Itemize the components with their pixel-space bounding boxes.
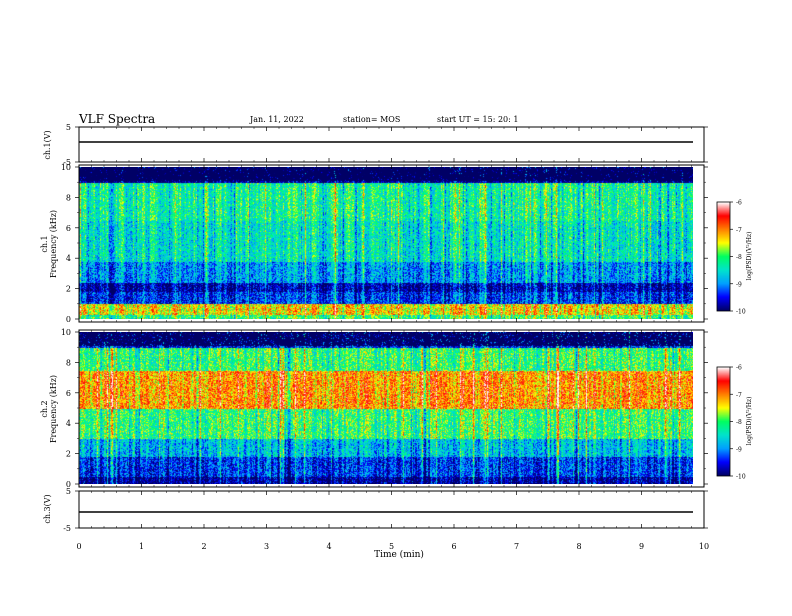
ch1-spectrogram-ylabel: Frequency (kHz): [49, 210, 58, 278]
ch2-spectrogram-colorbar-tick-label: -10: [736, 474, 746, 481]
ch1-waveform-ytick-label: -5: [63, 158, 71, 167]
x-tick-label: 9: [639, 542, 644, 551]
ch1-spectrogram-ytick-label: 0: [66, 315, 71, 324]
ch3-waveform-ylabel: ch.3(V): [43, 494, 52, 523]
ch2-spectrogram-ytick-label: 6: [66, 389, 71, 398]
ch3-waveform-frame: [78, 490, 705, 529]
ch3-waveform-ytick-label: 5: [66, 487, 71, 496]
ch1-colorbar-label: log(PSD)(V²/Hz): [746, 232, 753, 281]
ch2-spectrogram-ytick-label: 8: [66, 358, 71, 367]
ch1-spectrogram-image: [79, 167, 693, 319]
ch1-waveform-ytick-label: 5: [66, 123, 71, 132]
figure-date: Jan. 11, 2022: [249, 115, 304, 124]
ch1-colorbar: [717, 202, 730, 311]
ch2-spectrogram-ytick-label: 2: [66, 450, 71, 459]
ch2-spectrogram-ytick-label: 4: [66, 419, 71, 428]
x-tick-label: 4: [326, 542, 331, 551]
ch1-spectrogram-colorbar-tick-label: -6: [736, 200, 742, 207]
x-tick-label: 6: [451, 542, 456, 551]
ch2-spectrogram-ylabel: Frequency (kHz): [49, 375, 58, 443]
ch1-spectrogram-colorbar-tick-label: -10: [736, 309, 746, 316]
axis-ticks-layer: 5-50246810-6-7-8-9-100246810-6-7-8-9-105…: [61, 123, 746, 551]
figure-start-time: start UT = 15: 20: 1: [437, 115, 518, 124]
ch1-spectrogram-ytick-label: 8: [66, 193, 71, 202]
ch1-waveform-ylabel: ch.1(V): [43, 130, 52, 159]
x-tick-label: 8: [576, 542, 581, 551]
ch1-spectrogram-ytick-label: 2: [66, 285, 71, 294]
ch3-waveform-ytick-label: -5: [63, 524, 71, 533]
x-tick-label: 3: [264, 542, 269, 551]
ch1-spectrogram-colorbar-tick-label: -8: [736, 254, 742, 261]
x-axis-label: Time (min): [374, 549, 424, 560]
ch1-spectrogram-ylabel-top: ch.1: [40, 235, 49, 252]
ch2-spectrogram-ytick-label: 0: [66, 480, 71, 489]
x-tick-label: 1: [139, 542, 144, 551]
ch2-spectrogram-colorbar-tick-label: -9: [736, 446, 742, 453]
ch2-spectrogram-ytick-label: 10: [61, 328, 71, 337]
x-tick-label: 0: [76, 542, 81, 551]
x-tick-label: 5: [389, 542, 394, 551]
figure-station: station= MOS: [343, 115, 400, 124]
ch1-spectrogram-colorbar-tick-label: -7: [736, 227, 742, 234]
ch1-spectrogram-ytick-label: 4: [66, 254, 71, 263]
ch1-spectrogram-ytick-label: 6: [66, 224, 71, 233]
ch2-colorbar: [717, 367, 730, 476]
ch2-spectrogram-colorbar-tick-label: -8: [736, 419, 742, 426]
x-tick-label: 7: [514, 542, 519, 551]
figure-title: VLF Spectra: [78, 112, 155, 126]
ch1-spectrogram-ytick-label: 10: [61, 163, 71, 172]
ch2-spectrogram-image: [79, 332, 693, 484]
ch2-spectrogram-colorbar-tick-label: -6: [736, 365, 742, 372]
ch2-spectrogram-colorbar-tick-label: -7: [736, 392, 742, 399]
x-tick-label: 10: [699, 542, 709, 551]
ch1-waveform-frame: [78, 126, 705, 163]
ch2-spectrogram-ylabel-top: ch.2: [40, 400, 49, 417]
ch1-spectrogram-colorbar-tick-label: -9: [736, 281, 742, 288]
ch2-colorbar-label: log(PSD)(V²/Hz): [746, 397, 753, 446]
x-tick-label: 2: [201, 542, 206, 551]
